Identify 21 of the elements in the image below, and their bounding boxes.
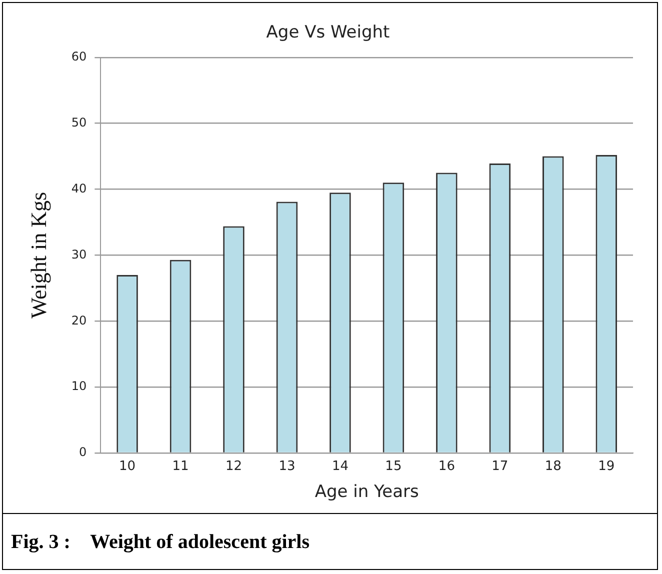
x-tick-label: 18 [544,459,562,474]
x-axis-title: Age in Years [314,482,419,502]
y-tick-label: 10 [71,379,87,394]
y-tick-label: 30 [71,247,87,262]
y-tick-label: 60 [71,50,87,64]
x-tick-label: 13 [278,459,296,474]
x-tick-label: 15 [385,459,402,474]
x-tick-label: 19 [598,459,615,474]
y-tick-label: 20 [71,313,87,328]
x-tick-label: 14 [332,459,348,474]
x-tick-label: 17 [492,459,508,474]
x-tick-label: 12 [225,459,242,474]
y-tick-label: 50 [71,115,87,130]
x-tick-label: 11 [172,459,189,474]
y-tick-label: 40 [71,181,87,196]
y-axis-title: Weight in Kgs [26,192,51,318]
y-tick-label: 0 [79,445,87,460]
caption: Fig. 3 : Weight of adolescent girls [3,513,657,569]
x-tick-label: 16 [438,459,455,474]
chart-title: Age Vs Weight [266,22,390,43]
x-tick-label: 10 [119,459,136,474]
